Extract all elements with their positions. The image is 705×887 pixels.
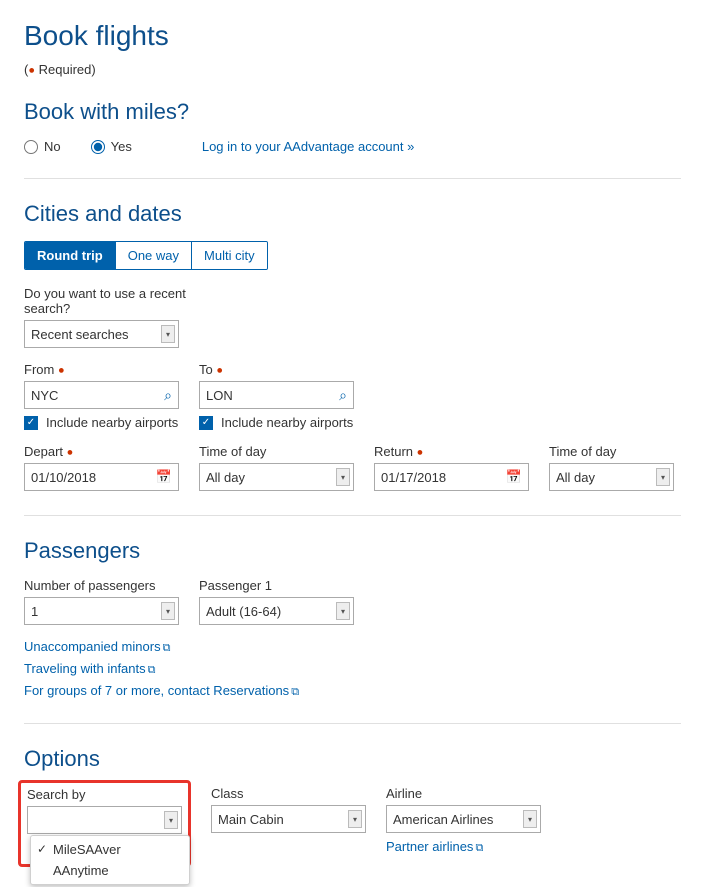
depart-tod-select[interactable]: All day ▾	[199, 463, 354, 491]
divider	[24, 515, 681, 516]
to-label: To ●	[199, 362, 354, 377]
recent-search-label: Do you want to use a recent search?	[24, 286, 194, 316]
num-passengers-label: Number of passengers	[24, 578, 179, 593]
miles-heading: Book with miles?	[24, 99, 681, 125]
to-input[interactable]: LON ⌕	[199, 381, 354, 409]
return-tod-select[interactable]: All day ▾	[549, 463, 674, 491]
external-link-icon: ⧉	[475, 842, 483, 855]
chevron-down-icon: ▾	[656, 468, 670, 486]
return-tod-value: All day	[556, 470, 595, 485]
chevron-down-icon: ▾	[164, 811, 178, 829]
search-icon[interactable]: ⌕	[339, 387, 347, 404]
cities-section: Cities and dates Round trip One way Mult…	[24, 201, 681, 491]
to-nearby-label: Include nearby airports	[221, 415, 353, 430]
from-nearby-checkbox[interactable]: ✓	[24, 416, 38, 430]
chevron-down-icon: ▾	[523, 810, 537, 828]
external-link-icon: ⧉	[291, 686, 299, 699]
return-value: 01/17/2018	[381, 470, 446, 485]
chevron-down-icon: ▾	[336, 602, 350, 620]
depart-label: Depart ●	[24, 444, 179, 459]
cities-heading: Cities and dates	[24, 201, 681, 227]
passengers-section: Passengers Number of passengers 1 ▾ Pass…	[24, 538, 681, 699]
class-value: Main Cabin	[218, 812, 284, 827]
external-link-icon: ⧉	[163, 642, 171, 655]
unaccompanied-minors-link[interactable]: Unaccompanied minors ⧉	[24, 639, 681, 655]
depart-input[interactable]: 01/10/2018 📅	[24, 463, 179, 491]
passengers-heading: Passengers	[24, 538, 681, 564]
airline-label: Airline	[386, 786, 541, 801]
miles-section: Book with miles? No Yes Log in to your A…	[24, 99, 681, 154]
chevron-down-icon: ▾	[161, 602, 175, 620]
class-label: Class	[211, 786, 366, 801]
from-value: NYC	[31, 388, 58, 403]
tab-one-way[interactable]: One way	[116, 242, 192, 269]
chevron-down-icon: ▾	[161, 325, 175, 343]
return-input[interactable]: 01/17/2018 📅	[374, 463, 529, 491]
passenger1-label: Passenger 1	[199, 578, 354, 593]
num-passengers-select[interactable]: 1 ▾	[24, 597, 179, 625]
miles-no-radio[interactable]: No	[24, 139, 61, 154]
trip-type-tabs: Round trip One way Multi city	[24, 241, 268, 270]
aadvantage-login-link[interactable]: Log in to your AAdvantage account »	[202, 139, 415, 154]
external-link-icon: ⧉	[148, 664, 156, 677]
return-tod-label: Time of day	[549, 444, 674, 459]
from-nearby-label: Include nearby airports	[46, 415, 178, 430]
searchby-label: Search by	[27, 787, 182, 802]
divider	[24, 723, 681, 724]
passenger1-value: Adult (16-64)	[206, 604, 281, 619]
divider	[24, 178, 681, 179]
recent-searches-select[interactable]: Recent searches ▾	[24, 320, 179, 348]
recent-searches-value: Recent searches	[31, 327, 129, 342]
depart-tod-label: Time of day	[199, 444, 354, 459]
depart-value: 01/10/2018	[31, 470, 96, 485]
num-passengers-value: 1	[31, 604, 38, 619]
page-title: Book flights	[24, 20, 681, 52]
to-value: LON	[206, 388, 233, 403]
chevron-down-icon: ▾	[348, 810, 362, 828]
passenger1-select[interactable]: Adult (16-64) ▾	[199, 597, 354, 625]
class-select[interactable]: Main Cabin ▾	[211, 805, 366, 833]
return-label: Return ●	[374, 444, 529, 459]
search-icon[interactable]: ⌕	[164, 387, 172, 404]
traveling-infants-link[interactable]: Traveling with infants ⧉	[24, 661, 681, 677]
airline-select[interactable]: American Airlines ▾	[386, 805, 541, 833]
miles-yes-label: Yes	[111, 139, 132, 154]
chevron-down-icon: ▾	[336, 468, 350, 486]
searchby-dropdown: MileSAAver AAnytime	[30, 835, 190, 885]
miles-yes-radio[interactable]: Yes	[91, 139, 132, 154]
searchby-option-aanytime[interactable]: AAnytime	[31, 860, 189, 881]
to-nearby-checkbox[interactable]: ✓	[199, 416, 213, 430]
miles-no-label: No	[44, 139, 61, 154]
partner-airlines-link[interactable]: Partner airlines ⧉	[386, 839, 483, 854]
searchby-option-milesaaver[interactable]: MileSAAver	[31, 839, 189, 860]
airline-value: American Airlines	[393, 812, 493, 827]
tab-multi-city[interactable]: Multi city	[192, 242, 267, 269]
highlight-box: Search by ▾ MileSAAver AAnytime	[18, 780, 191, 867]
tab-round-trip[interactable]: Round trip	[25, 242, 116, 269]
required-note: (● Required)	[24, 62, 681, 77]
groups-reservations-link[interactable]: For groups of 7 or more, contact Reserva…	[24, 683, 681, 699]
calendar-icon[interactable]: 📅	[506, 469, 522, 485]
options-section: Options Search by ▾ MileSAAver AAnytime …	[24, 746, 681, 867]
options-heading: Options	[24, 746, 681, 772]
searchby-select[interactable]: ▾	[27, 806, 182, 834]
calendar-icon[interactable]: 📅	[156, 469, 172, 485]
depart-tod-value: All day	[206, 470, 245, 485]
from-label: From ●	[24, 362, 179, 377]
from-input[interactable]: NYC ⌕	[24, 381, 179, 409]
